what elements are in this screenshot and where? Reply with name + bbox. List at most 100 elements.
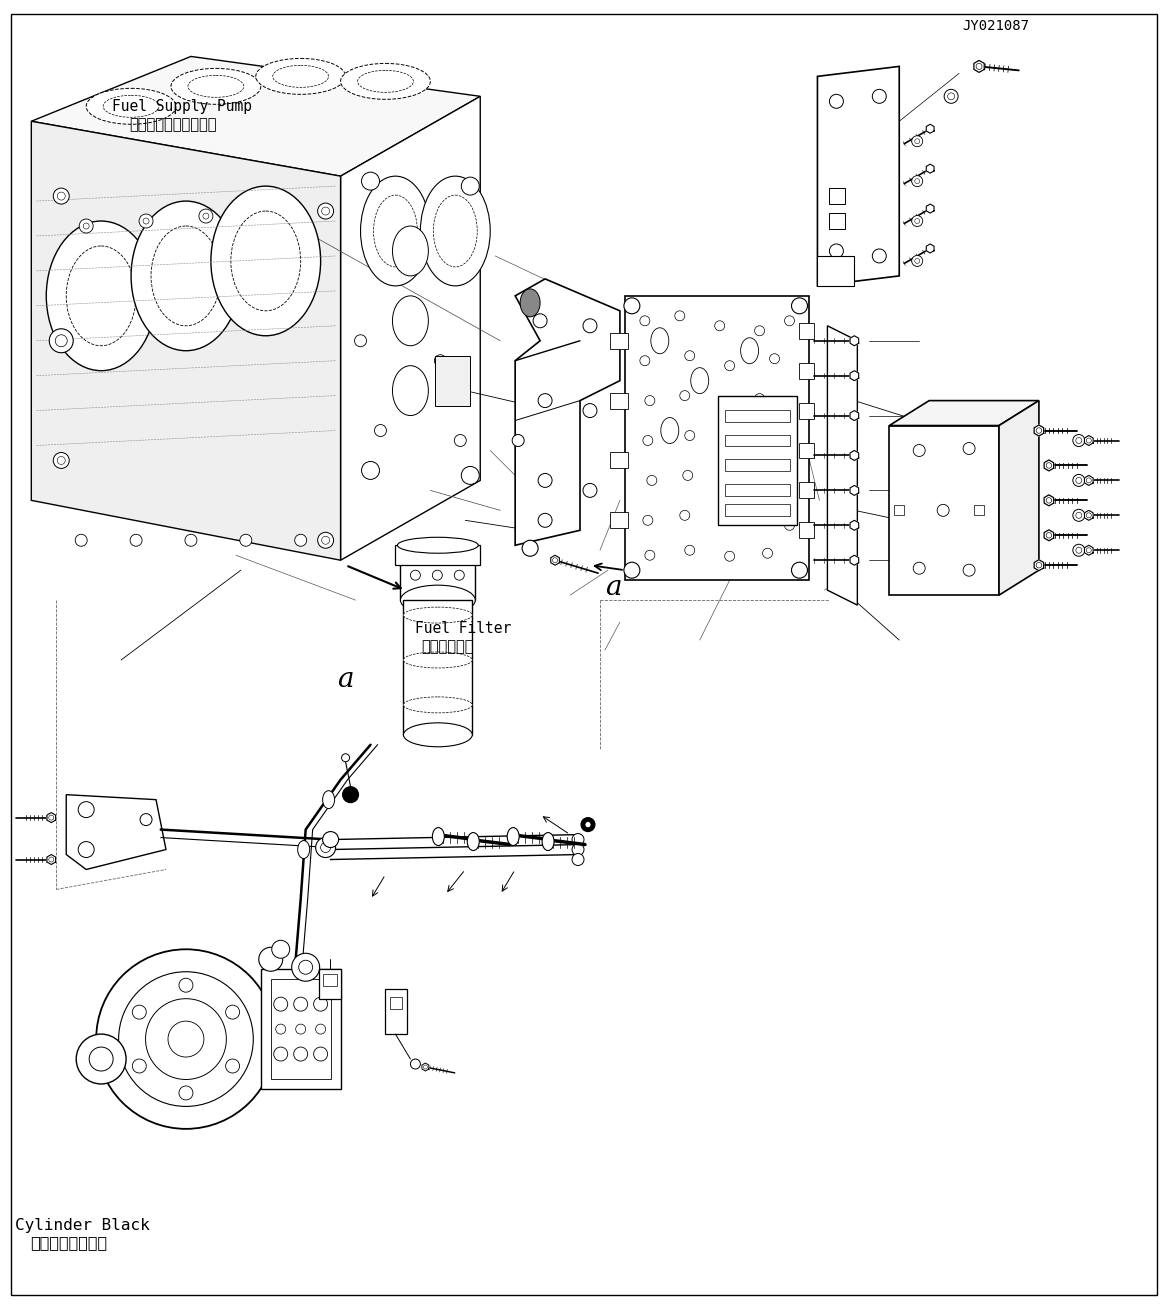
Circle shape (375, 425, 387, 437)
Circle shape (1076, 438, 1082, 443)
Circle shape (572, 853, 584, 865)
Circle shape (294, 535, 307, 546)
Bar (610, 512, 628, 528)
Ellipse shape (403, 697, 472, 712)
Circle shape (272, 940, 290, 958)
Polygon shape (1084, 435, 1093, 446)
Circle shape (715, 320, 724, 331)
Circle shape (142, 218, 150, 223)
Circle shape (454, 570, 465, 580)
Bar (799, 363, 814, 379)
Polygon shape (850, 555, 858, 565)
Ellipse shape (322, 791, 334, 809)
Text: Fuel Filter: Fuel Filter (415, 621, 512, 635)
Circle shape (78, 801, 95, 818)
Circle shape (49, 329, 74, 353)
Circle shape (341, 754, 349, 762)
Circle shape (572, 843, 584, 856)
Circle shape (585, 822, 591, 827)
Ellipse shape (341, 64, 430, 99)
Circle shape (293, 1047, 307, 1061)
Polygon shape (32, 122, 341, 561)
Polygon shape (551, 555, 559, 565)
Circle shape (434, 354, 446, 367)
Circle shape (225, 1005, 239, 1019)
Circle shape (770, 435, 779, 446)
Circle shape (724, 552, 735, 561)
Ellipse shape (542, 833, 554, 851)
Circle shape (583, 404, 597, 417)
Circle shape (755, 393, 765, 404)
Circle shape (119, 971, 253, 1107)
Circle shape (624, 562, 640, 578)
Ellipse shape (520, 289, 540, 316)
Circle shape (57, 192, 65, 200)
Circle shape (273, 997, 287, 1012)
Circle shape (54, 452, 69, 468)
Circle shape (792, 298, 807, 314)
Polygon shape (47, 855, 56, 864)
Circle shape (314, 1047, 327, 1061)
Circle shape (912, 175, 923, 187)
Circle shape (913, 562, 925, 574)
Circle shape (1073, 474, 1085, 486)
Bar (799, 403, 814, 418)
Ellipse shape (298, 840, 310, 859)
Bar (610, 392, 628, 409)
Circle shape (645, 396, 655, 405)
Circle shape (684, 430, 695, 440)
Circle shape (79, 220, 93, 233)
Circle shape (315, 1025, 326, 1034)
Circle shape (454, 434, 466, 447)
Circle shape (770, 354, 779, 363)
Circle shape (140, 814, 152, 826)
Circle shape (915, 218, 919, 223)
Ellipse shape (392, 226, 429, 276)
Circle shape (132, 1005, 146, 1019)
Circle shape (89, 1047, 113, 1070)
Circle shape (915, 179, 919, 183)
Ellipse shape (131, 201, 241, 350)
Ellipse shape (432, 827, 444, 846)
Circle shape (321, 536, 329, 544)
Circle shape (1086, 548, 1091, 553)
Circle shape (1073, 544, 1085, 557)
Circle shape (947, 93, 954, 99)
Bar (717, 396, 798, 525)
Circle shape (640, 356, 649, 366)
Circle shape (964, 565, 975, 576)
Circle shape (321, 843, 331, 852)
Bar (260, 970, 341, 1089)
Circle shape (318, 203, 334, 220)
Ellipse shape (401, 545, 475, 575)
Polygon shape (1044, 460, 1054, 471)
Bar (401, 561, 475, 600)
Circle shape (538, 514, 552, 527)
Circle shape (96, 949, 276, 1129)
Polygon shape (850, 371, 858, 380)
Polygon shape (926, 204, 934, 213)
Circle shape (293, 997, 307, 1012)
Circle shape (792, 562, 807, 578)
Text: 燃料フィルタ: 燃料フィルタ (420, 639, 473, 654)
Circle shape (829, 244, 843, 257)
Circle shape (964, 443, 975, 455)
Circle shape (785, 316, 794, 325)
Circle shape (912, 136, 923, 146)
Ellipse shape (188, 76, 244, 97)
Ellipse shape (47, 221, 157, 371)
Circle shape (723, 477, 732, 488)
Ellipse shape (67, 246, 135, 346)
Circle shape (55, 335, 68, 346)
Circle shape (1086, 438, 1091, 443)
Circle shape (296, 1025, 306, 1034)
Ellipse shape (103, 95, 159, 118)
Polygon shape (850, 485, 858, 495)
Circle shape (724, 361, 735, 371)
Circle shape (1073, 434, 1085, 447)
Circle shape (538, 393, 552, 408)
Ellipse shape (467, 833, 479, 851)
Bar (724, 460, 790, 472)
Circle shape (76, 1034, 126, 1084)
Circle shape (976, 64, 982, 69)
